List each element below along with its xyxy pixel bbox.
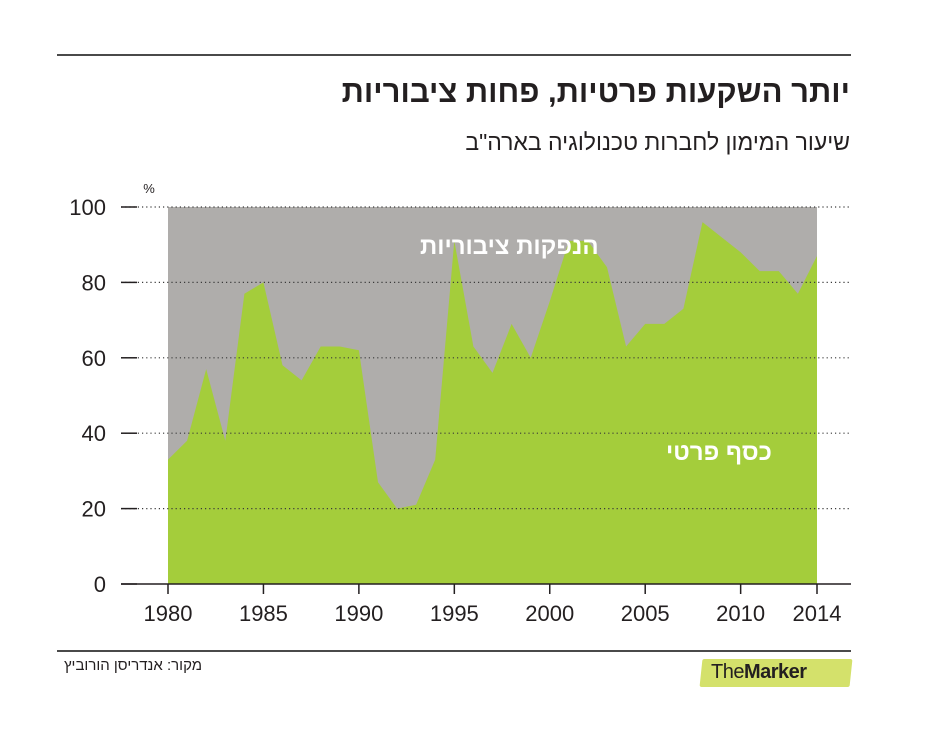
y-tick-label-60: 60: [82, 346, 106, 371]
y-tick-label-80: 80: [82, 270, 106, 295]
x-tick-label-2000: 2000: [525, 601, 574, 626]
source-note: מקור: אנדריסן הורוביץ: [64, 657, 203, 674]
x-tick-label-2005: 2005: [621, 601, 670, 626]
x-tick-label-2010: 2010: [716, 601, 765, 626]
x-tick-label-1980: 1980: [144, 601, 193, 626]
y-axis: 0 20 40 60 80 100: [69, 195, 137, 597]
x-axis: 1980 1985 1990 1995 2000 2005 2010 2014: [121, 583, 851, 626]
bottom-rule: [57, 650, 851, 652]
y-tick-label-0: 0: [94, 572, 106, 597]
chart-subtitle: שיעור המימון לחברות טכנולוגיה בארה"ב: [465, 129, 850, 155]
private-money-label: כסף פרטי: [666, 439, 772, 466]
chart-areas: [168, 207, 817, 584]
x-tick-label-1985: 1985: [239, 601, 288, 626]
top-rule: [57, 54, 851, 56]
private-money-area: [168, 222, 817, 584]
x-tick-label-1995: 1995: [430, 601, 479, 626]
y-unit-label: %: [143, 181, 155, 196]
public-offerings-label: הנפקות ציבוריות: [420, 233, 599, 260]
logo-text: TheMarker: [711, 661, 807, 683]
chart-title: יותר השקעות פרטיות, פחות ציבוריות: [341, 74, 850, 109]
y-tick-label-20: 20: [82, 497, 106, 522]
x-tick-label-1990: 1990: [334, 601, 383, 626]
y-tick-label-40: 40: [82, 421, 106, 446]
x-tick-label-2014: 2014: [793, 601, 842, 626]
themarker-logo: TheMarker: [699, 656, 853, 690]
y-tick-label-100: 100: [69, 195, 106, 220]
